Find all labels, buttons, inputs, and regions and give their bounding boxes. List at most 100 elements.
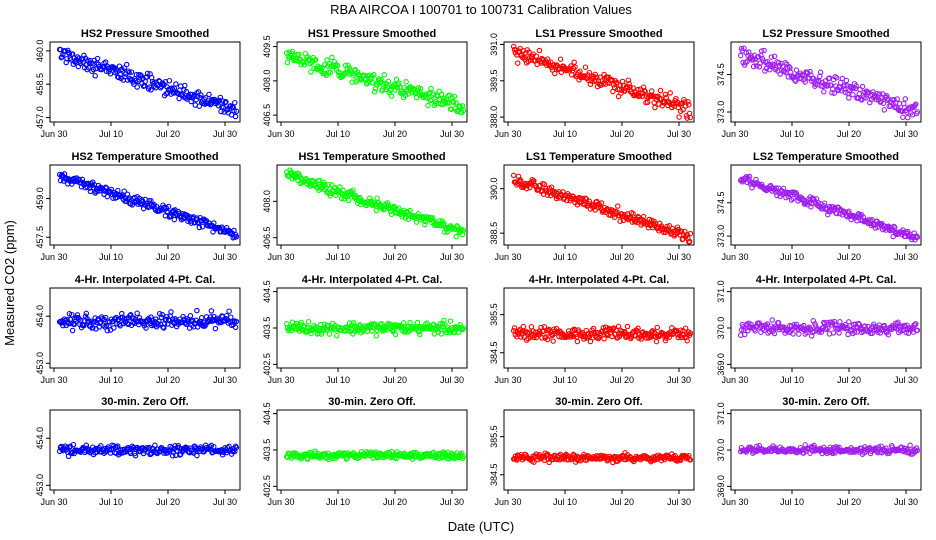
data-point [764, 58, 771, 65]
data-point [388, 448, 395, 455]
data-point [811, 442, 817, 449]
panel-title: HS1 Pressure Smoothed [308, 28, 436, 40]
data-point [793, 67, 800, 73]
data-point [407, 207, 413, 214]
data-point [332, 62, 338, 69]
data-point [121, 188, 127, 194]
data-point [830, 330, 837, 336]
y-axis-label: Measured CO2 (ppm) [2, 220, 17, 346]
panel-title: LS1 Temperature Smoothed [526, 151, 672, 163]
data-point [548, 184, 555, 190]
panel-hs2-3: 30-min. Zero Off. Jun 30 Jul 10 Jul 20 Jul 3… [35, 396, 241, 507]
data-point [233, 233, 240, 240]
data-point [230, 104, 236, 111]
data-point [312, 56, 319, 63]
data-point [152, 442, 158, 449]
data-point [208, 308, 215, 314]
panel-title: HS2 Pressure Smoothed [81, 28, 209, 40]
x-tick-label: Jul 20 [156, 129, 180, 139]
data-point [128, 69, 135, 75]
data-point [640, 213, 647, 220]
data-point [526, 49, 532, 55]
data-point [165, 90, 171, 96]
data-point [816, 78, 822, 85]
x-tick-label: Jun 30 [40, 375, 67, 385]
data-point [836, 330, 842, 336]
data-point [79, 176, 86, 183]
data-point [686, 238, 693, 245]
data-point [451, 93, 458, 100]
x-tick-label: Jun 30 [40, 129, 67, 139]
data-point [413, 219, 420, 225]
data-point [902, 96, 909, 102]
data-point [300, 59, 307, 65]
data-point [667, 90, 673, 96]
data-point [761, 47, 767, 54]
data-point [796, 331, 802, 337]
data-point [842, 82, 848, 89]
data-point [165, 203, 172, 210]
data-point [687, 114, 694, 121]
data-point [182, 82, 188, 89]
scatter-series-ls2 [737, 442, 921, 457]
y-tick-label: 388.0 [489, 106, 499, 129]
data-point [640, 84, 647, 90]
data-point [429, 215, 436, 221]
data-point [393, 76, 400, 83]
data-point [587, 81, 594, 88]
x-tick-label: Jul 10 [780, 129, 804, 139]
data-point [514, 60, 521, 66]
scatter-series-ls2 [737, 173, 921, 243]
data-point [334, 62, 341, 69]
data-point [881, 107, 888, 113]
x-tick-label: Jun 30 [267, 497, 294, 507]
data-point [685, 99, 691, 105]
scatter-series-ls1 [510, 172, 694, 245]
data-point [104, 193, 111, 200]
data-point [134, 84, 140, 90]
y-tick-label: 391.0 [489, 33, 499, 56]
data-point [622, 88, 628, 94]
data-point [171, 216, 178, 223]
scatter-series-ls2 [737, 45, 921, 121]
data-point [853, 83, 859, 89]
data-point [609, 77, 615, 83]
data-point [156, 78, 162, 84]
data-point [626, 80, 632, 87]
data-point [400, 320, 407, 326]
data-point [215, 103, 222, 109]
y-tick-label: 404.5 [262, 280, 272, 303]
x-tick-label: Jun 30 [494, 252, 521, 262]
data-point [877, 99, 884, 105]
data-point [232, 99, 238, 106]
panel-hs2-1: HS2 Temperature Smoothed Jun 30 Jul 10 Jul … [35, 151, 241, 262]
y-tick-label: 459.0 [35, 187, 45, 210]
data-point [644, 99, 651, 106]
data-point [222, 99, 228, 106]
data-point [793, 190, 800, 197]
data-point [641, 87, 648, 94]
data-point [123, 61, 130, 68]
x-tick-label: Jul 30 [440, 252, 464, 262]
data-point [553, 62, 560, 68]
data-point [746, 49, 752, 55]
data-point [381, 72, 388, 78]
data-point [741, 331, 748, 338]
plot-frame [503, 41, 695, 123]
data-point [625, 77, 632, 83]
panel-ls2-1: LS2 Temperature Smoothed Jun 30 Jul 10 Jul … [716, 151, 922, 262]
data-point [85, 318, 92, 324]
data-point [378, 76, 384, 83]
data-point [914, 447, 921, 454]
data-point [859, 83, 866, 90]
data-point [198, 92, 204, 98]
data-point [786, 63, 792, 70]
data-point [793, 321, 800, 328]
data-point [771, 53, 778, 60]
y-tick-label: 384.5 [489, 463, 499, 486]
data-point [59, 54, 65, 60]
scatter-series-hs1 [283, 317, 467, 339]
panel-ls1-1: LS1 Temperature Smoothed Jun 30 Jul 10 Jul … [489, 151, 695, 262]
x-tick-label: Jun 30 [721, 252, 748, 262]
